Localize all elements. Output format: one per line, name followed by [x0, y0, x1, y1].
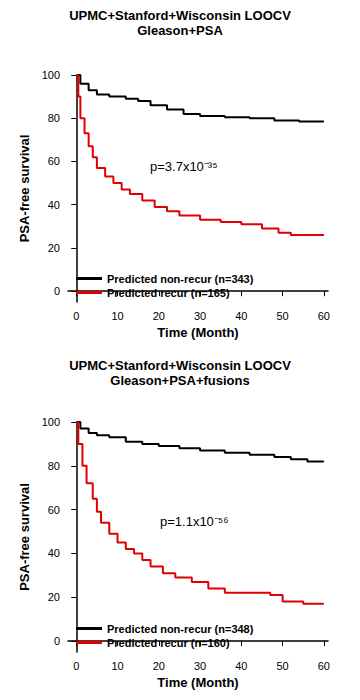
- svg-text:20: 20: [48, 591, 60, 603]
- svg-text:10: 10: [111, 660, 123, 672]
- svg-text:40: 40: [48, 199, 60, 211]
- svg-text:PSA-free survival: PSA-free survival: [17, 483, 32, 591]
- svg-text:50: 50: [276, 310, 288, 322]
- svg-text:60: 60: [48, 504, 60, 516]
- svg-text:UPMC+Stanford+Wisconsin LOOCV: UPMC+Stanford+Wisconsin LOOCV: [69, 358, 291, 373]
- svg-text:p=1.1x10⁻⁵⁶: p=1.1x10⁻⁵⁶: [160, 514, 229, 529]
- svg-text:p=3.7x10⁻³⁵: p=3.7x10⁻³⁵: [150, 159, 218, 174]
- svg-text:60: 60: [318, 310, 330, 322]
- svg-text:60: 60: [48, 155, 60, 167]
- svg-text:20: 20: [153, 660, 165, 672]
- svg-text:80: 80: [48, 460, 60, 472]
- svg-text:100: 100: [42, 416, 60, 428]
- svg-text:0: 0: [73, 660, 79, 672]
- svg-text:40: 40: [235, 660, 247, 672]
- svg-text:30: 30: [194, 310, 206, 322]
- svg-text:0: 0: [54, 635, 60, 647]
- svg-text:Predicted recur (n=165): Predicted recur (n=165): [107, 287, 230, 299]
- svg-text:Gleason+PSA: Gleason+PSA: [137, 23, 223, 38]
- svg-text:100: 100: [42, 69, 60, 81]
- svg-text:UPMC+Stanford+Wisconsin LOOCV: UPMC+Stanford+Wisconsin LOOCV: [69, 8, 291, 23]
- svg-text:60: 60: [318, 660, 330, 672]
- svg-text:Predicted non-recur (n=343): Predicted non-recur (n=343): [107, 273, 254, 285]
- svg-text:40: 40: [48, 547, 60, 559]
- svg-text:10: 10: [111, 310, 123, 322]
- svg-text:Gleason+PSA+fusions: Gleason+PSA+fusions: [110, 373, 249, 388]
- svg-text:20: 20: [153, 310, 165, 322]
- svg-text:0: 0: [73, 310, 79, 322]
- svg-text:Time (Month): Time (Month): [157, 675, 238, 690]
- svg-text:20: 20: [48, 242, 60, 254]
- svg-text:Predicted recur (n=160): Predicted recur (n=160): [107, 637, 230, 649]
- svg-text:0: 0: [54, 285, 60, 297]
- svg-text:40: 40: [235, 310, 247, 322]
- svg-text:PSA-free survival: PSA-free survival: [17, 135, 32, 243]
- svg-text:Predicted non-recur (n=348): Predicted non-recur (n=348): [107, 623, 254, 635]
- svg-text:50: 50: [276, 660, 288, 672]
- svg-text:80: 80: [48, 112, 60, 124]
- svg-text:30: 30: [194, 660, 206, 672]
- svg-text:Time (Month): Time (Month): [157, 325, 238, 340]
